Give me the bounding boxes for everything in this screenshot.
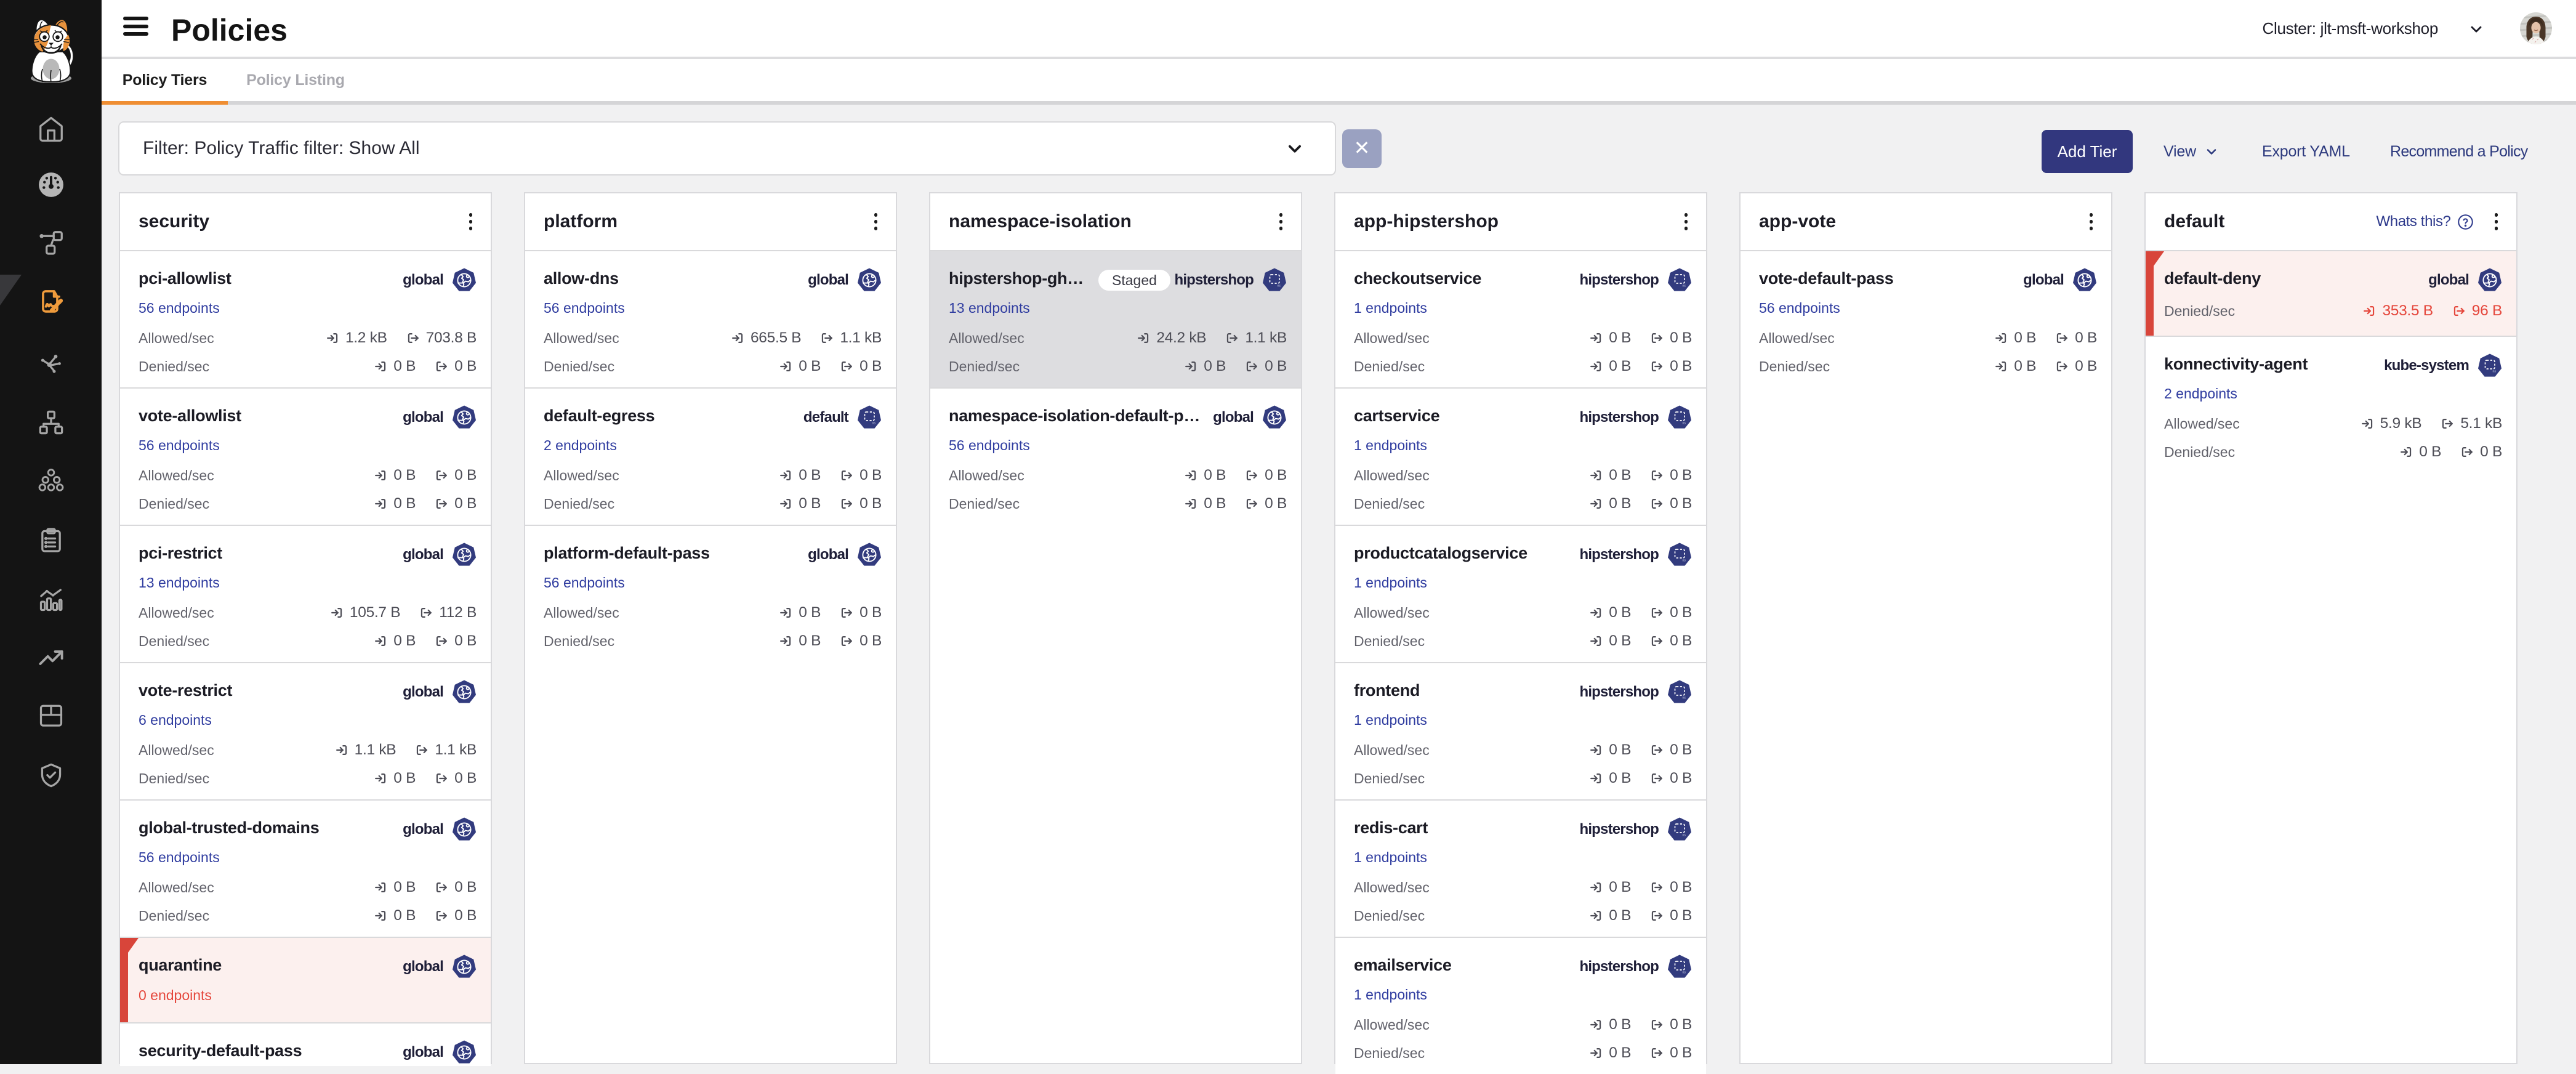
svg-text:ns: ns [1683, 285, 1686, 288]
svg-text:ns: ns [1683, 559, 1686, 563]
svg-text:ns: ns [1683, 422, 1686, 426]
svg-text:ns: ns [1683, 971, 1686, 975]
svg-text:ns: ns [2493, 370, 2497, 374]
svg-text:ns: ns [1683, 696, 1686, 700]
svg-text:ns: ns [1278, 285, 1281, 288]
svg-text:ns: ns [872, 422, 876, 426]
svg-text:ns: ns [1683, 834, 1686, 838]
